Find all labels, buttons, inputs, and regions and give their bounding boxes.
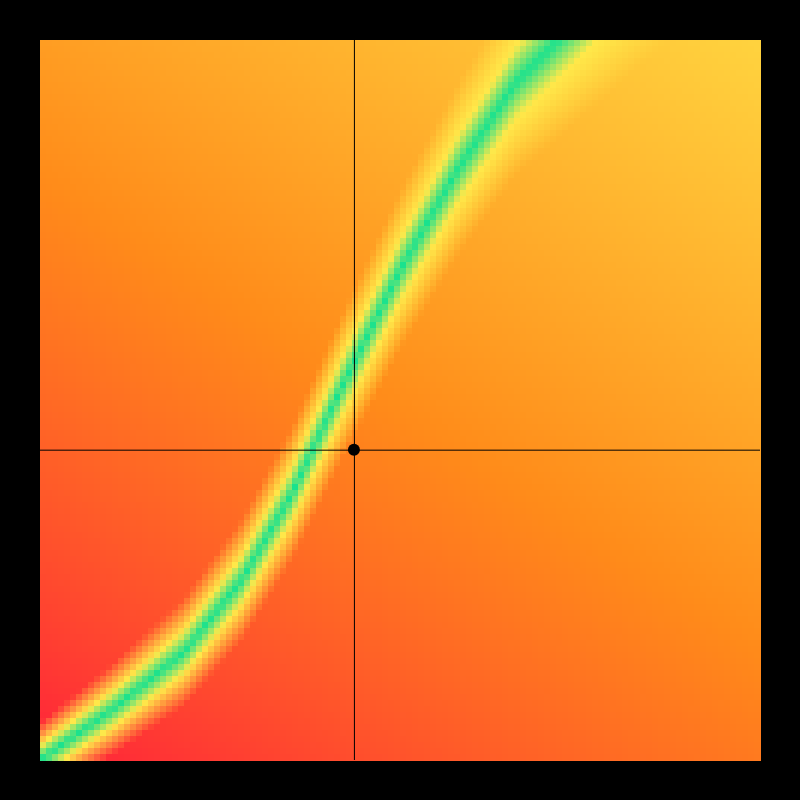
chart-container: TheBottlenecker.com [0,0,800,800]
watermark-text: TheBottlenecker.com [535,8,758,34]
bottleneck-heatmap-canvas [0,0,800,800]
